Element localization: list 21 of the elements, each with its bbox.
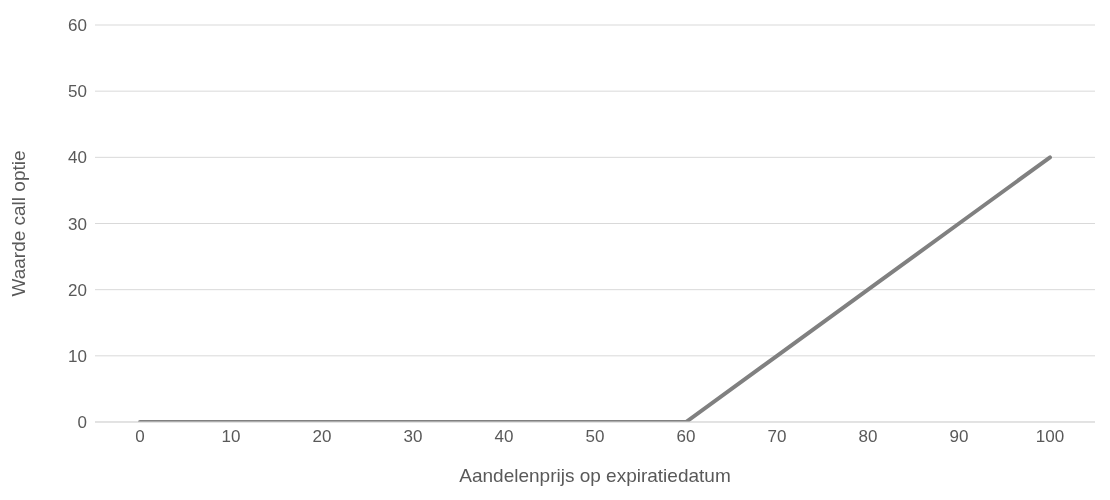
x-tick-label: 10 — [221, 427, 241, 447]
y-tick-label: 30 — [68, 214, 87, 234]
y-tick-label: 40 — [68, 148, 87, 168]
x-tick-label: 80 — [858, 427, 878, 447]
x-tick-label: 100 — [1035, 427, 1065, 447]
x-axis-title: Aandelenprijs op expiratiedatum — [459, 465, 731, 486]
y-tick-label: 0 — [77, 413, 87, 433]
x-tick-label: 50 — [585, 427, 605, 447]
x-tick-label: 90 — [949, 427, 969, 447]
x-tick-label: 30 — [403, 427, 423, 447]
x-tick-label: 40 — [494, 427, 514, 447]
x-tick-label: 20 — [312, 427, 332, 447]
y-tick-label: 20 — [68, 280, 87, 300]
y-tick-label: 60 — [68, 16, 87, 36]
x-tick-label: 0 — [135, 427, 145, 447]
y-tick-label: 10 — [68, 346, 87, 366]
y-tick-label: 50 — [68, 82, 87, 102]
line-series — [138, 155, 1052, 422]
x-tick-label: 70 — [767, 427, 787, 447]
x-tick-label: 60 — [676, 427, 696, 447]
y-axis-title: Waarde call optie — [7, 150, 29, 297]
